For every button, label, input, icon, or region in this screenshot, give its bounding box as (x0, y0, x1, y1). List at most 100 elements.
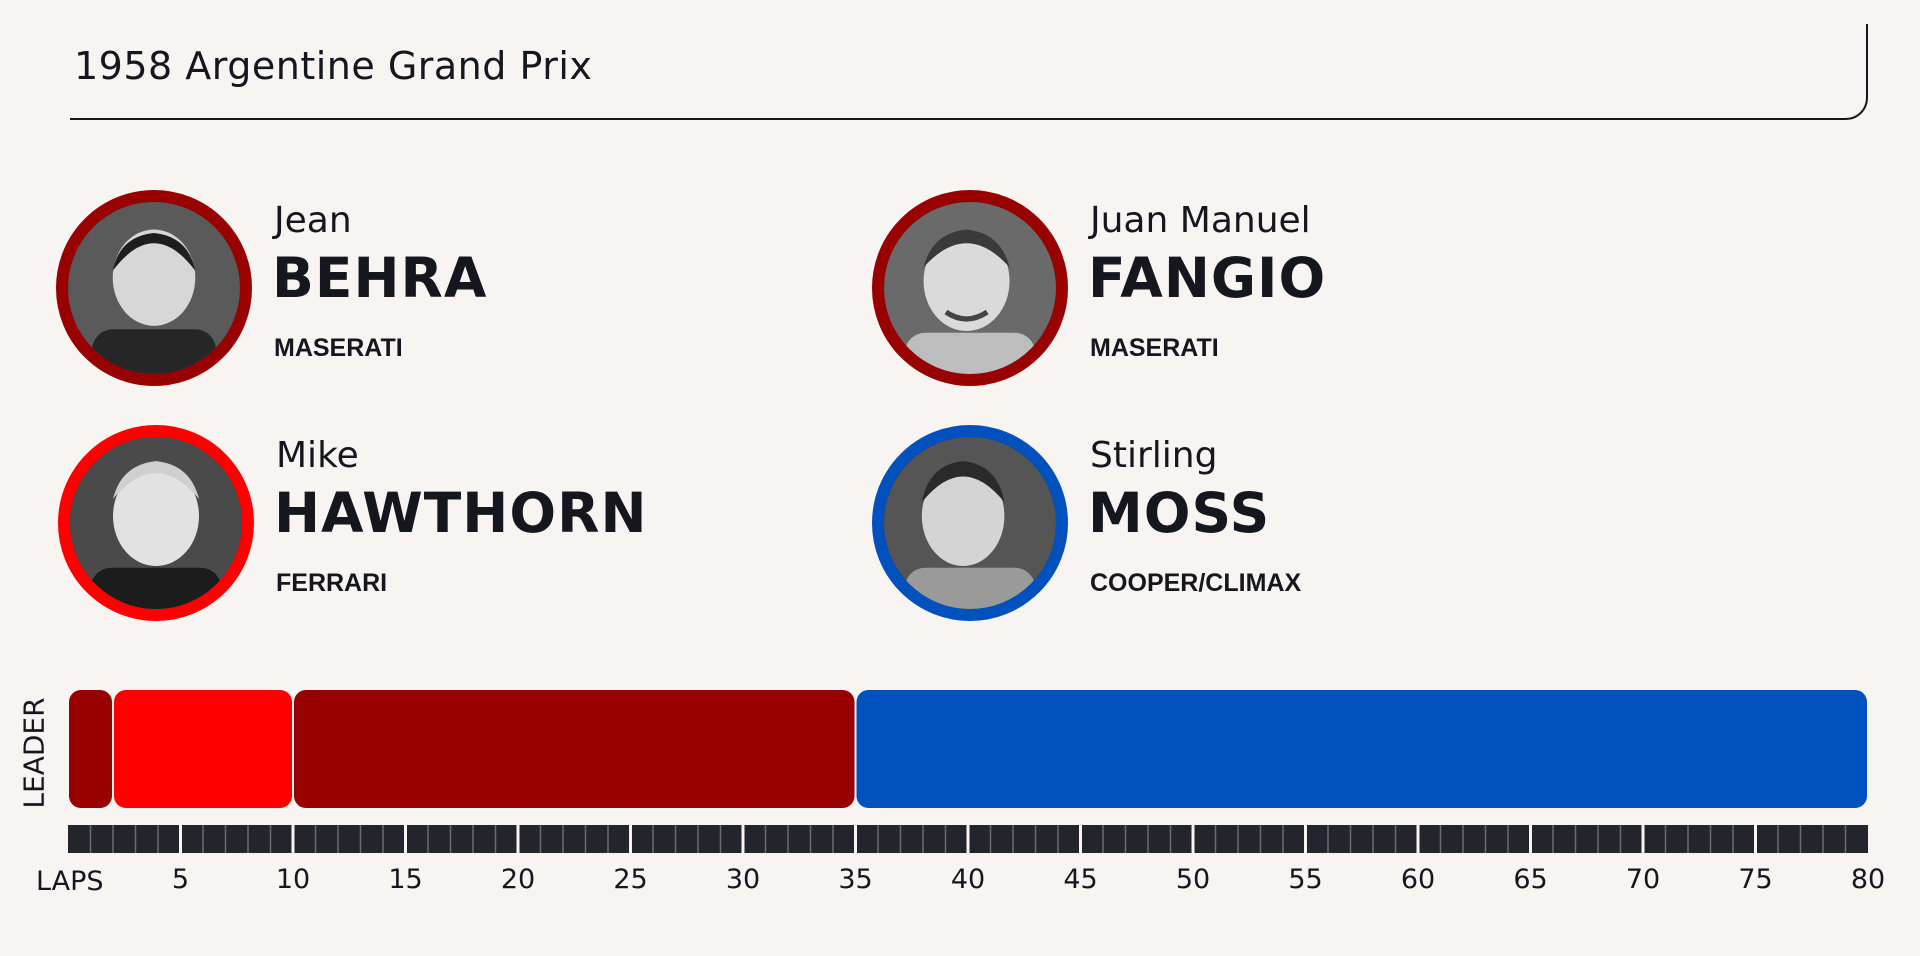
lap-tick (134, 825, 137, 853)
driver-portrait-icon (872, 425, 1068, 621)
lap-tick (1507, 825, 1509, 853)
lap-major-tick (1304, 825, 1307, 853)
lap-major-tick (516, 825, 520, 853)
lap-tick (1147, 825, 1149, 853)
lap-major-tick (291, 825, 295, 853)
lap-major-tick (179, 825, 182, 853)
driver-first-name: Mike (276, 435, 359, 476)
lap-tick (1169, 825, 1172, 853)
driver-card-moss: Stirling MOSS COOPER/CLIMAX (872, 425, 1572, 625)
driver-portrait-icon (56, 190, 252, 386)
lap-tick (877, 825, 879, 853)
x-tick-label: 60 (1401, 864, 1435, 895)
x-tick-label: 20 (501, 864, 535, 895)
lap-tick (787, 825, 789, 853)
lap-major-tick (741, 825, 745, 853)
lap-tick (1124, 825, 1127, 853)
x-tick-label: 10 (276, 864, 310, 895)
driver-first-name: Juan Manuel (1090, 200, 1311, 241)
lap-tick (1664, 825, 1667, 853)
lap-major-tick (854, 825, 857, 853)
title-box: 1958 Argentine Grand Prix (70, 24, 1868, 120)
driver-portrait-icon (58, 425, 254, 621)
leader-chart: 5 10 15 20 25 30 35 40 45 50 55 60 65 70 75 80 (68, 690, 1885, 895)
lap-tick (157, 825, 159, 853)
lap-major-tick (1416, 825, 1420, 853)
lap-tick (809, 825, 812, 853)
lap-tick (899, 825, 902, 853)
lap-tick (1349, 825, 1352, 853)
driver-last-name: MOSS (1088, 481, 1271, 545)
x-tick-label: 15 (388, 864, 422, 895)
lap-tick (944, 825, 947, 853)
lap-tick (382, 825, 384, 853)
lap-tick (1237, 825, 1239, 853)
lap-tick (922, 825, 924, 853)
driver-card-behra: Jean BEHRA MASERATI (56, 190, 756, 390)
lap-tick (719, 825, 722, 853)
lap-tick (697, 825, 699, 853)
lap-major-tick (404, 825, 407, 853)
lap-tick (337, 825, 339, 853)
x-tick-label: 70 (1626, 864, 1660, 895)
driver-first-name: Stirling (1090, 435, 1218, 476)
driver-last-name: BEHRA (272, 246, 488, 310)
lap-tick (1709, 825, 1712, 853)
lap-tick (652, 825, 654, 853)
lap-tick (832, 825, 834, 853)
lap-tick (674, 825, 677, 853)
lap-tick (1034, 825, 1037, 853)
lap-tick (1102, 825, 1104, 853)
x-tick-label: 40 (951, 864, 985, 895)
lap-major-tick (1529, 825, 1532, 853)
lap-tick (584, 825, 587, 853)
lap-tick (1687, 825, 1689, 853)
lap-tick (1619, 825, 1622, 853)
page-title: 1958 Argentine Grand Prix (74, 44, 593, 88)
x-tick-label: 55 (1288, 864, 1322, 895)
lap-tick (472, 825, 474, 853)
driver-last-name: HAWTHORN (274, 481, 648, 545)
lap-tick (1214, 825, 1217, 853)
lap-tick (1057, 825, 1059, 853)
driver-card-fangio: Juan Manuel FANGIO MASERATI (872, 190, 1572, 390)
lap-tick (1282, 825, 1284, 853)
lap-major-tick (1754, 825, 1757, 853)
leader-bar-fangio (294, 690, 855, 808)
lap-tick (1484, 825, 1487, 853)
lap-tick (1394, 825, 1397, 853)
driver-portrait-icon (872, 190, 1068, 386)
lap-tick (1439, 825, 1442, 853)
lap-tick (1372, 825, 1374, 853)
leader-bar-moss (856, 690, 1867, 808)
lap-tick (539, 825, 542, 853)
lap-tick (112, 825, 114, 853)
lap-tick (427, 825, 429, 853)
lap-tick (1012, 825, 1014, 853)
lap-tick (764, 825, 767, 853)
driver-team: MASERATI (1090, 334, 1219, 362)
x-axis-label: LAPS (36, 866, 104, 897)
lap-tick (494, 825, 497, 853)
x-tick-label: 45 (1063, 864, 1097, 895)
lap-tick (607, 825, 609, 853)
driver-team: MASERATI (274, 334, 403, 362)
leader-bar-behra (69, 690, 112, 808)
x-tick-label: 30 (726, 864, 760, 895)
driver-team: FERRARI (276, 569, 388, 597)
lap-tick (1552, 825, 1554, 853)
x-tick-label: 5 (172, 864, 189, 895)
x-tick-label: 80 (1851, 864, 1885, 895)
lap-tick (1732, 825, 1734, 853)
x-tick-label: 50 (1176, 864, 1210, 895)
lap-tick (1799, 825, 1802, 853)
lap-tick (269, 825, 272, 853)
driver-card-hawthorn: Mike HAWTHORN FERRARI (58, 425, 758, 625)
x-tick-label: 75 (1738, 864, 1772, 895)
lap-tick (89, 825, 92, 853)
x-tick-label: 35 (838, 864, 872, 895)
driver-first-name: Jean (274, 200, 352, 241)
lap-tick (247, 825, 249, 853)
driver-team: COOPER/CLIMAX (1090, 569, 1302, 597)
lap-tick (1259, 825, 1262, 853)
